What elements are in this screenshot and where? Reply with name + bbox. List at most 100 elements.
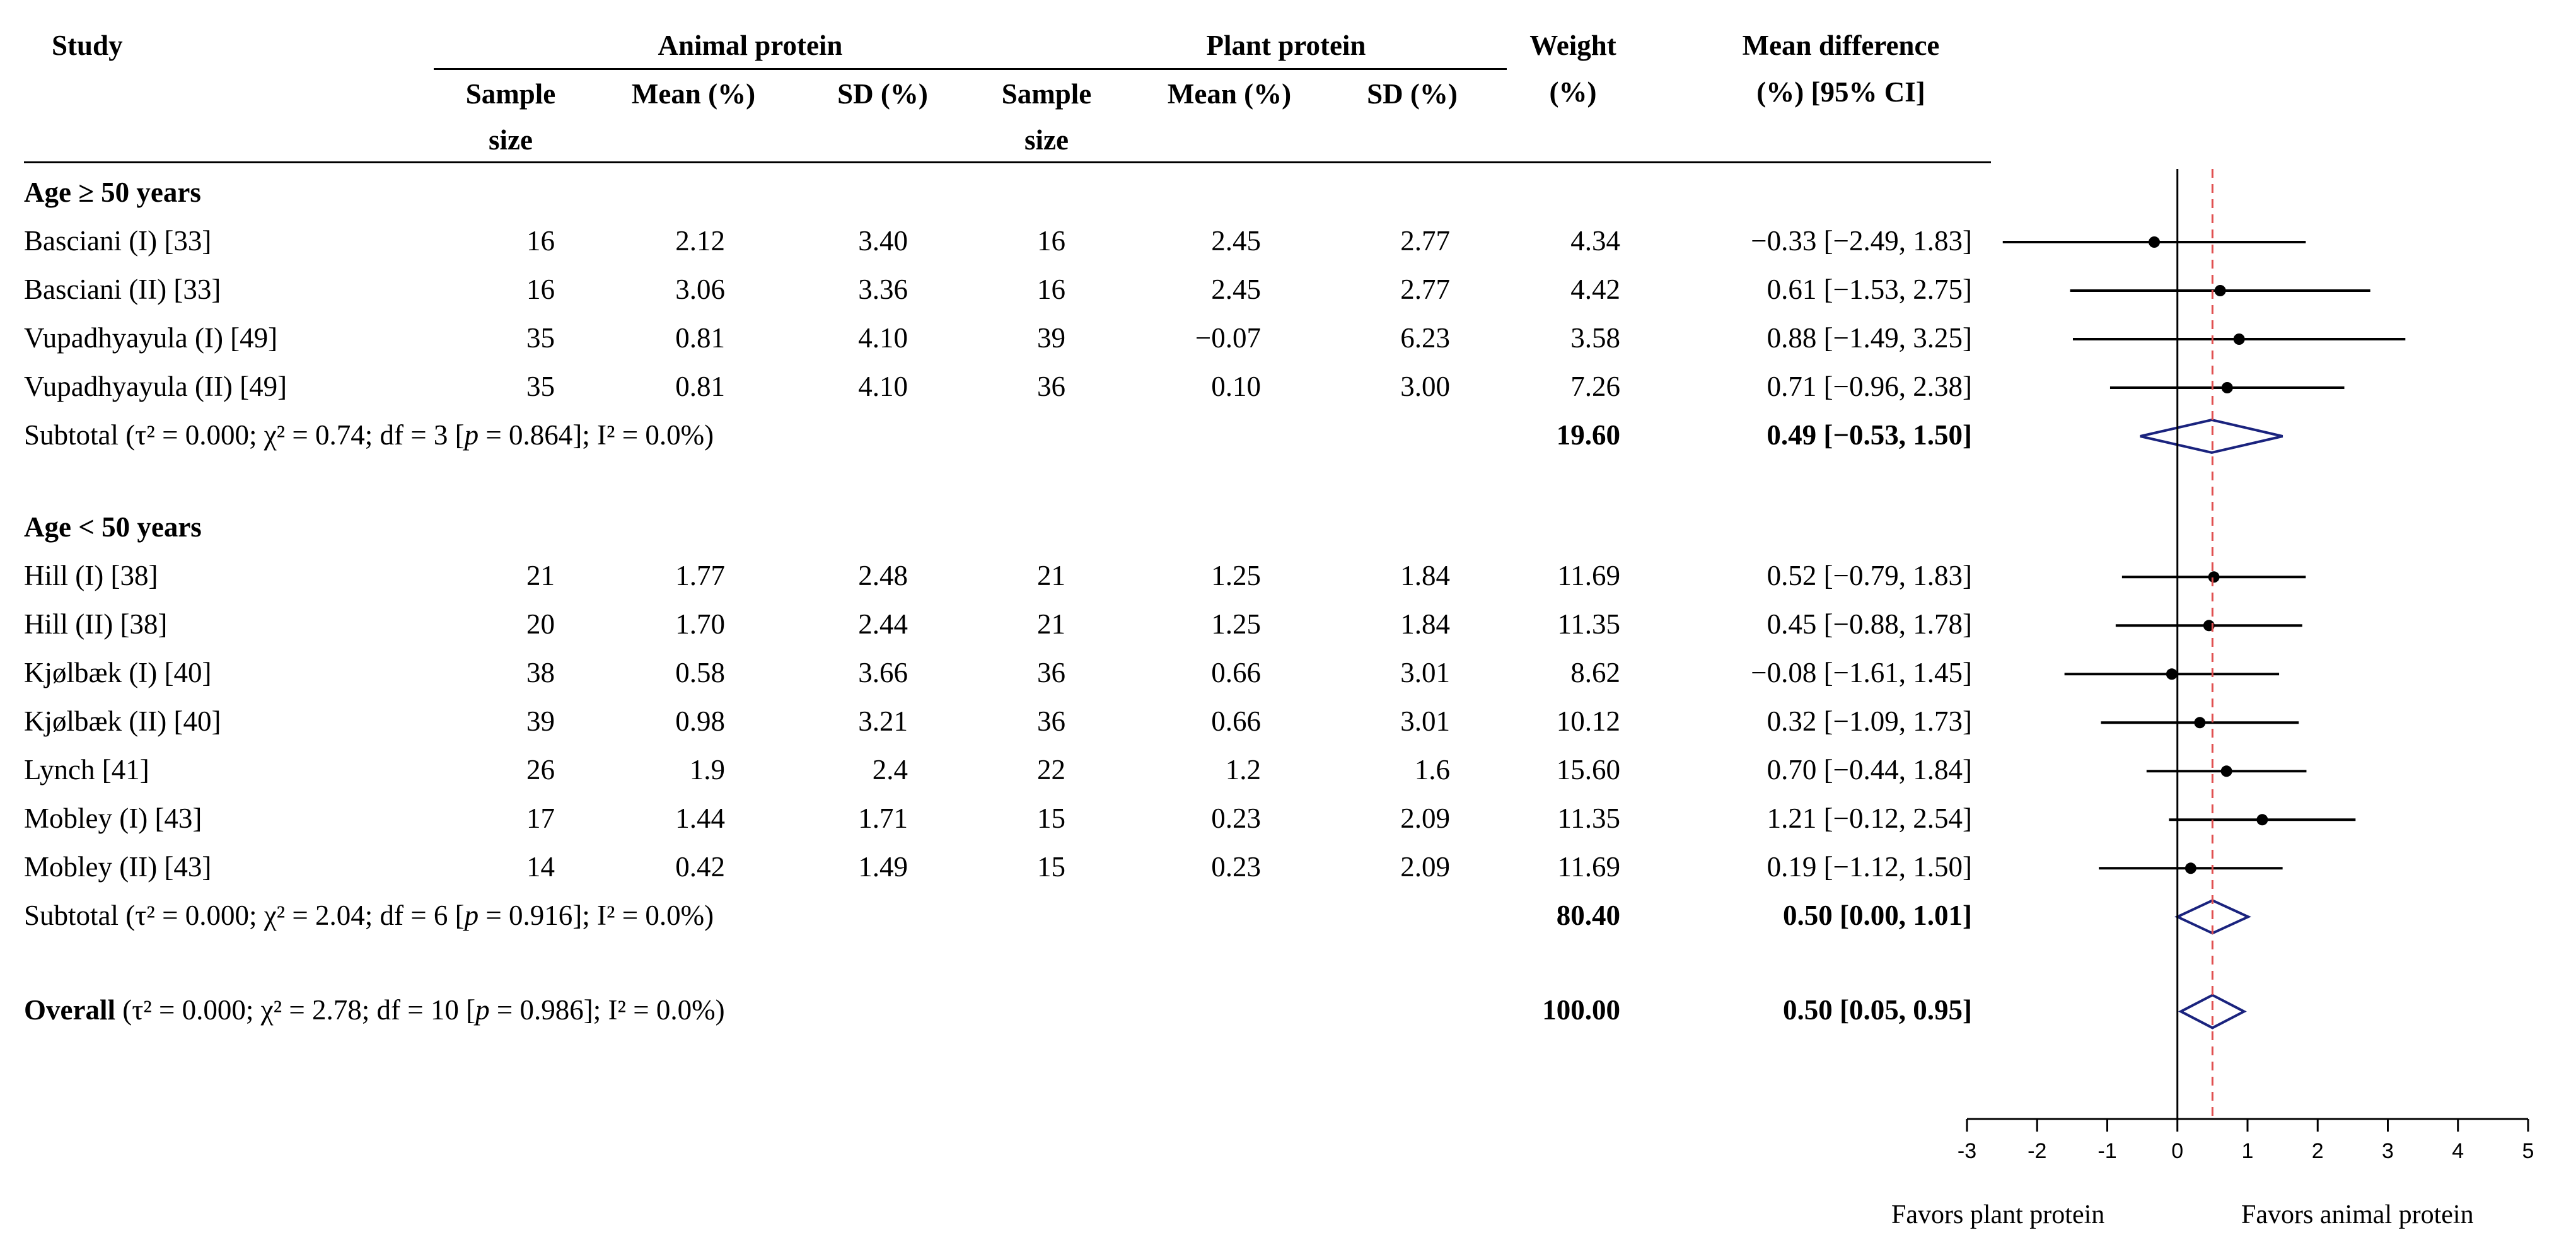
cell-mean-difference-ci: 0.52 [−0.79, 1.83] xyxy=(1767,560,1972,592)
header-b-sample: Sample xyxy=(1001,78,1092,110)
cell-a-sd: 3.66 xyxy=(858,657,908,689)
cell-mean-difference-ci: 0.88 [−1.49, 3.25] xyxy=(1767,322,1972,354)
cell-b-sd: 2.77 xyxy=(1400,225,1450,257)
cell-b-sd: 1.84 xyxy=(1400,608,1450,640)
cell-b-sd: 2.09 xyxy=(1400,851,1450,883)
header-plant-underline xyxy=(977,68,1507,70)
header-b-sd: SD (%) xyxy=(1367,78,1458,110)
cell-mean-difference-ci: 0.71 [−0.96, 2.38] xyxy=(1767,371,1972,402)
cell-a-sample-size: 20 xyxy=(526,608,555,640)
cell-b-mean: 0.23 xyxy=(1211,851,1261,883)
group-label: Age ≥ 50 years xyxy=(24,177,201,208)
cell-a-sd: 3.36 xyxy=(858,274,908,305)
cell-a-mean: 2.12 xyxy=(675,225,725,257)
cell-a-sd: 2.4 xyxy=(872,754,908,786)
cell-a-sample-size: 39 xyxy=(526,705,555,738)
point-estimate xyxy=(2184,862,2196,874)
cell-weight: 4.34 xyxy=(1570,225,1620,257)
cell-a-sample-size: 38 xyxy=(526,657,555,689)
cell-b-sample-size: 39 xyxy=(1037,322,1065,354)
favors-plant-label: Favors plant protein xyxy=(1891,1200,2104,1229)
cell-b-sample-size: 36 xyxy=(1037,705,1065,738)
cell-b-sd: 3.00 xyxy=(1400,371,1450,402)
cell-a-sample-size: 35 xyxy=(526,371,555,402)
cell-mean-difference-ci: 0.45 [−0.88, 1.78] xyxy=(1767,608,1972,640)
cell-b-mean: 0.23 xyxy=(1211,803,1261,835)
cell-weight: 11.69 xyxy=(1557,851,1620,883)
cell-a-mean: 0.42 xyxy=(675,851,725,883)
cell-a-sd: 2.44 xyxy=(858,608,908,640)
cell-b-sd: 3.01 xyxy=(1400,705,1450,738)
cell-study-name: Kjølbæk (I) [40] xyxy=(24,657,212,689)
header-weight: Weight xyxy=(1529,30,1616,61)
cell-a-sample-size: 17 xyxy=(526,803,555,835)
subtotal-ci: 0.49 [−0.53, 1.50] xyxy=(1767,419,1972,451)
cell-b-sample-size: 21 xyxy=(1037,608,1065,640)
overall-diamond xyxy=(2178,994,2247,1029)
cell-mean-difference-ci: −0.08 [−1.61, 1.45] xyxy=(1751,657,1972,689)
cell-a-sd: 4.10 xyxy=(858,371,908,402)
subtotal-diamond xyxy=(2174,899,2251,935)
cell-mean-difference-ci: 0.70 [−0.44, 1.84] xyxy=(1767,754,1972,786)
x-tick-label: 2 xyxy=(2312,1139,2324,1163)
cell-study-name: Mobley (I) [43] xyxy=(24,803,202,835)
subtotal-diamond xyxy=(2140,418,2283,455)
overall-label: Overall (τ² = 0.000; χ² = 2.78; df = 10 … xyxy=(24,994,725,1026)
cell-weight: 7.26 xyxy=(1570,371,1620,402)
header-animal-underline xyxy=(434,68,1059,70)
cell-a-mean: 0.58 xyxy=(675,657,725,689)
cell-a-sd: 1.71 xyxy=(858,803,908,835)
overall-weight: 100.00 xyxy=(1542,994,1620,1026)
favors-animal-label: Favors animal protein xyxy=(2241,1200,2474,1229)
cell-a-sample-size: 26 xyxy=(526,754,555,786)
cell-a-sd: 3.40 xyxy=(858,225,908,257)
cell-a-sample-size: 16 xyxy=(526,274,555,305)
cell-a-sample-size: 14 xyxy=(526,851,555,883)
subtotal-label: Subtotal (τ² = 0.000; χ² = 2.04; df = 6 … xyxy=(24,900,714,932)
cell-study-name: Hill (II) [38] xyxy=(24,608,168,640)
cell-b-mean: 1.25 xyxy=(1211,560,1261,592)
point-estimate xyxy=(2149,236,2161,248)
cell-a-mean: 1.9 xyxy=(689,754,725,786)
cell-a-sample-size: 16 xyxy=(526,225,555,257)
cell-b-mean: 2.45 xyxy=(1211,274,1261,305)
cell-a-mean: 1.44 xyxy=(675,803,725,835)
cell-mean-difference-ci: −0.33 [−2.49, 1.83] xyxy=(1751,225,1972,257)
cell-study-name: Vupadhyayula (I) [49] xyxy=(24,322,278,354)
cell-mean-difference-ci: 0.32 [−1.09, 1.73] xyxy=(1767,705,1972,738)
subtotal-weight: 19.60 xyxy=(1556,419,1620,451)
header-weight-unit: (%) xyxy=(1549,76,1597,108)
cell-a-mean: 0.98 xyxy=(675,705,725,738)
header-plant-protein: Plant protein xyxy=(1206,30,1366,61)
cell-a-mean: 0.81 xyxy=(675,371,725,402)
header-mean-difference: Mean difference xyxy=(1742,30,1940,61)
cell-study-name: Basciani (II) [33] xyxy=(24,274,221,305)
cell-study-name: Lynch [41] xyxy=(24,754,149,786)
header-a-mean: Mean (%) xyxy=(631,78,756,110)
point-estimate xyxy=(2233,333,2245,345)
point-estimate xyxy=(2208,571,2220,583)
cell-weight: 8.62 xyxy=(1570,657,1620,689)
cell-weight: 11.35 xyxy=(1557,803,1620,835)
cell-a-sd: 3.21 xyxy=(858,705,908,738)
cell-mean-difference-ci: 0.61 [−1.53, 2.75] xyxy=(1767,274,1972,305)
cell-study-name: Mobley (II) [43] xyxy=(24,851,212,883)
cell-weight: 3.58 xyxy=(1570,322,1620,354)
overall-ci: 0.50 [0.05, 0.95] xyxy=(1783,994,1972,1026)
cell-a-sd: 2.48 xyxy=(858,560,908,592)
cell-a-sample-size: 35 xyxy=(526,322,555,354)
cell-b-sample-size: 36 xyxy=(1037,371,1065,402)
x-tick-label: -1 xyxy=(2097,1139,2116,1163)
cell-a-mean: 3.06 xyxy=(675,274,725,305)
cell-b-sd: 2.09 xyxy=(1400,803,1450,835)
cell-mean-difference-ci: 0.19 [−1.12, 1.50] xyxy=(1767,851,1972,883)
cell-b-sd: 2.77 xyxy=(1400,274,1450,305)
x-tick-label: 0 xyxy=(2171,1139,2183,1163)
cell-b-mean: 0.66 xyxy=(1211,705,1261,738)
cell-mean-difference-ci: 1.21 [−0.12, 2.54] xyxy=(1767,803,1972,835)
cell-a-sample-size: 21 xyxy=(526,560,555,592)
x-tick-label: 5 xyxy=(2522,1139,2534,1163)
cell-b-sample-size: 15 xyxy=(1037,803,1065,835)
